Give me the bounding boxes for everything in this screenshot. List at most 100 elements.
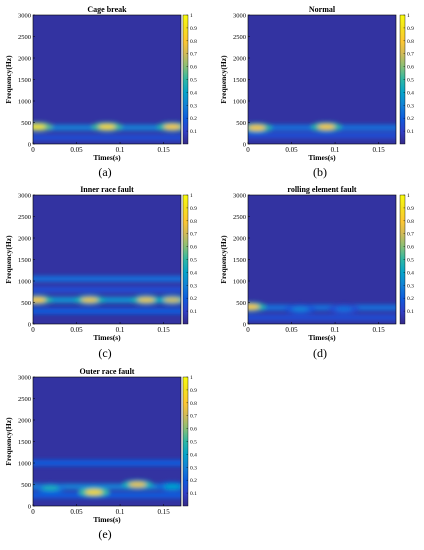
frequency-band — [248, 304, 396, 311]
y-tick-label: 500 — [236, 300, 246, 307]
y-tick-label: 1500 — [18, 257, 31, 264]
y-tick-label: 3000 — [18, 374, 31, 381]
frequency-band — [33, 483, 181, 490]
colorbar-tick-label: 0.4 — [190, 90, 197, 96]
panel-label: (b) — [313, 165, 327, 179]
x-tick-label: 0.15 — [372, 146, 385, 154]
colorbar-tick-label: 0.2 — [407, 116, 414, 122]
x-tick-label: 0.15 — [157, 326, 170, 334]
colorbar-tick-label: 0.7 — [190, 414, 197, 420]
x-tick-label: 0.05 — [70, 146, 83, 154]
x-axis-label: Times(s) — [93, 515, 121, 524]
colorbar-tick-label: 0.2 — [190, 296, 197, 302]
x-tick-label: 0 — [246, 146, 250, 154]
colorbar-tick-label: 0.5 — [190, 78, 197, 84]
x-tick-label: 0.15 — [372, 326, 385, 334]
energy-hotspot — [137, 297, 155, 303]
energy-hotspot — [80, 297, 99, 303]
x-tick-label: 0.1 — [331, 326, 340, 334]
panel-title: Normal — [309, 5, 336, 14]
y-tick-label: 1000 — [18, 460, 31, 467]
y-tick-label: 2500 — [18, 214, 31, 221]
x-tick-label: 0.15 — [157, 146, 170, 154]
y-tick-label: 2000 — [233, 235, 246, 242]
x-tick-label: 0.1 — [116, 508, 125, 516]
colorbar-tick-label: 0.5 — [407, 78, 414, 84]
colorbar-tick-label: 0.8 — [407, 219, 414, 225]
spectrogram-panel: Normal 0 0.05 0.1 0.15 0 500 1000 1500 2000 2500 30… — [219, 5, 414, 179]
energy-hotspot — [248, 304, 260, 310]
heatmap-area — [33, 377, 181, 506]
colorbar-tick-label: 0.7 — [407, 232, 414, 238]
spectrogram-panel: Outer race fault 0 0.05 0.1 0.15 0 500 1000 1500… — [4, 367, 197, 541]
heatmap-area — [33, 195, 181, 324]
energy-hotspot — [317, 124, 336, 130]
energy-hotspot — [33, 124, 47, 130]
x-tick-label: 0 — [246, 326, 250, 334]
spectrogram-panel: rolling element fault 0 0.05 0.1 0.15 0 500 100… — [219, 185, 414, 360]
energy-hotspot — [163, 124, 181, 130]
y-tick-label: 3000 — [18, 12, 31, 19]
colorbar-tick-label: 1 — [407, 193, 410, 199]
colorbar-tick-label: 0.5 — [407, 258, 414, 264]
y-axis-label: Frequency(Hz) — [4, 55, 13, 104]
energy-hotspot — [98, 124, 116, 130]
x-tick-label: 0 — [31, 146, 35, 154]
frequency-band — [33, 308, 181, 315]
colorbar-tick-label: 0.6 — [407, 245, 414, 251]
y-tick-label: 2000 — [18, 55, 31, 62]
x-tick-label: 0.05 — [70, 326, 83, 334]
colorbar-tick-label: 0.1 — [190, 129, 197, 135]
x-tick-label: 0 — [31, 326, 35, 334]
colorbar-tick-label: 0.6 — [190, 427, 197, 433]
y-tick-label: 2500 — [233, 214, 246, 221]
x-tick-label: 0.05 — [70, 508, 83, 516]
frequency-band — [248, 314, 396, 321]
panel-title: Inner race fault — [80, 185, 134, 194]
frequency-band — [33, 275, 181, 282]
x-tick-label: 0.1 — [116, 326, 125, 334]
y-tick-label: 3000 — [233, 12, 246, 19]
y-tick-label: 3000 — [233, 192, 246, 199]
energy-hotspot — [248, 125, 266, 131]
frequency-band — [33, 134, 181, 141]
colorbar-tick-label: 0.2 — [190, 116, 197, 122]
colorbar-tick-label: 0.6 — [407, 65, 414, 71]
colorbar-tick-label: 0.8 — [190, 401, 197, 407]
y-tick-label: 2500 — [18, 34, 31, 41]
colorbar-tick-label: 0.1 — [407, 309, 414, 315]
y-tick-label: 2500 — [233, 34, 246, 41]
heatmap-area — [248, 15, 396, 144]
energy-hotspot — [291, 306, 309, 312]
colorbar-tick-label: 0.7 — [190, 232, 197, 238]
spectrogram-panel: Cage break 0 0.05 0.1 0.15 0 500 1000 1500 2000 25… — [4, 5, 197, 179]
colorbar-tick-label: 0.3 — [190, 283, 197, 289]
y-axis-label: Frequency(Hz) — [4, 417, 13, 466]
y-axis-label: Frequency(Hz) — [4, 235, 13, 284]
y-axis-label: Frequency(Hz) — [219, 55, 228, 104]
x-tick-label: 0.05 — [285, 326, 298, 334]
y-tick-label: 2000 — [233, 55, 246, 62]
colorbar-tick-label: 0.1 — [407, 129, 414, 135]
frequency-band — [248, 132, 396, 139]
x-axis-label: Times(s) — [308, 333, 336, 342]
panel-label: (e) — [98, 527, 111, 541]
colorbar-tick-label: 0.4 — [190, 270, 197, 276]
colorbar-tick-label: 0.2 — [190, 478, 197, 484]
colorbar-tick-label: 0.9 — [407, 206, 414, 212]
x-axis-label: Times(s) — [93, 153, 121, 162]
colorbar-tick-label: 0.7 — [407, 52, 414, 58]
energy-hotspot — [33, 297, 47, 303]
x-tick-label: 0.05 — [285, 146, 298, 154]
panel-label: (a) — [98, 165, 111, 179]
colorbar-tick-label: 1 — [190, 193, 193, 199]
colorbar-tick-label: 0.3 — [407, 283, 414, 289]
colorbar-tick-label: 0.5 — [190, 258, 197, 264]
frequency-band — [33, 459, 181, 467]
y-tick-label: 3000 — [18, 192, 31, 199]
y-tick-label: 500 — [21, 482, 31, 489]
frequency-band — [33, 286, 181, 293]
y-axis-label: Frequency(Hz) — [219, 235, 228, 284]
y-tick-label: 1500 — [233, 257, 246, 264]
